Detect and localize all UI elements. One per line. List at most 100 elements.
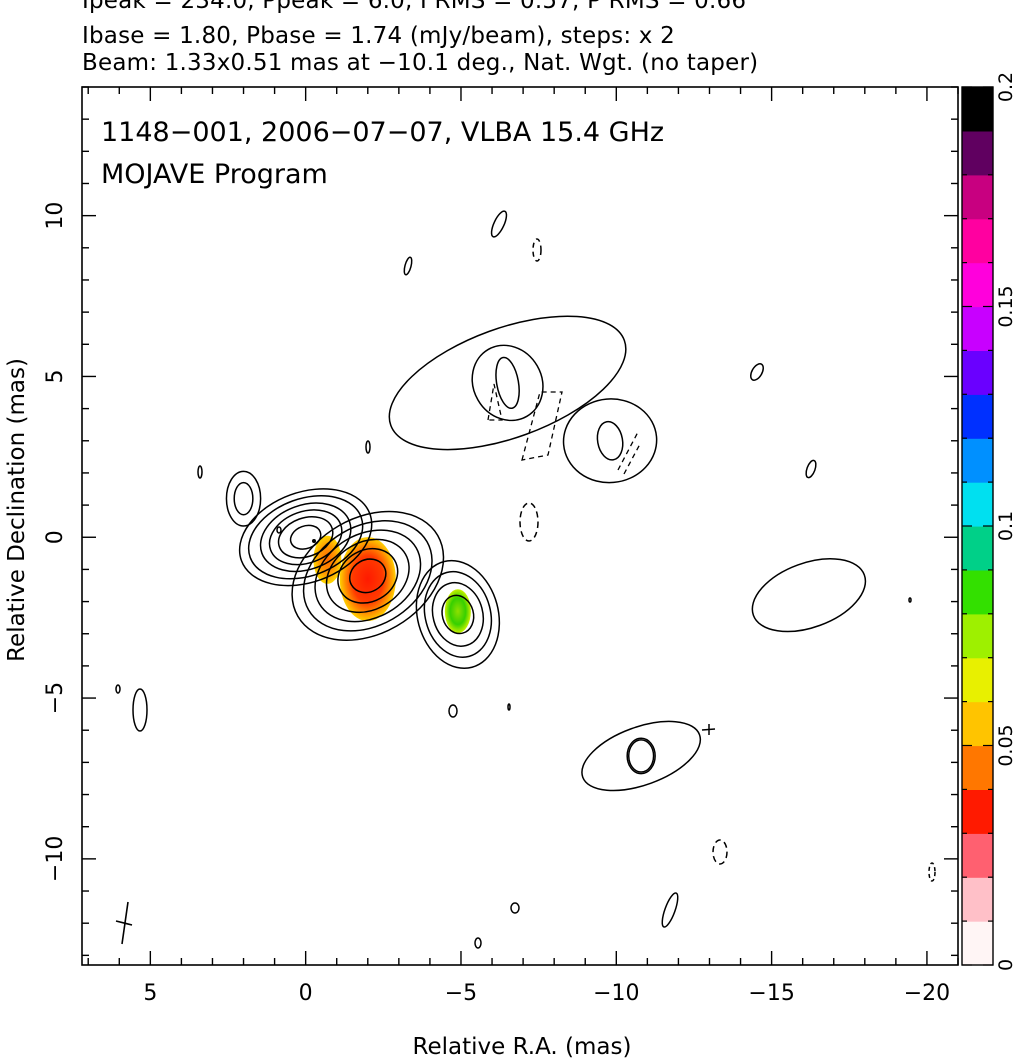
axis-ticks: [82, 86, 959, 965]
polarization-patch: [444, 589, 471, 634]
colorbar-tick-labels: 0 0.05 0.1 0.15 0.2: [995, 72, 1017, 971]
colorbar-tick-label: 0.2: [995, 72, 1017, 102]
contour-blob-southwest: [626, 737, 656, 775]
contour-knot-b: [431, 581, 485, 647]
minor-contour-dashed: [928, 862, 936, 882]
minor-contour: [403, 256, 413, 276]
contour-core: [259, 502, 352, 573]
colorbar-segment: [962, 262, 993, 308]
colorbar-segment: [962, 789, 993, 834]
y-tick-label: −10: [43, 836, 68, 882]
colorbar-segment: [962, 569, 993, 615]
beam-symbol: [115, 901, 133, 945]
colorbar-segment: [962, 438, 993, 483]
colorbar-segment: [962, 613, 993, 659]
minor-contour: [115, 684, 121, 694]
colorbar-tick-label: 0.05: [995, 724, 1017, 766]
colorbar-segment: [962, 921, 993, 966]
contour-blob-east: [233, 481, 254, 516]
minor-contour: [448, 704, 458, 718]
colorbar-segment: [962, 130, 993, 176]
y-tick-label: 10: [43, 202, 68, 230]
minor-contours: [115, 210, 936, 949]
evpa-mark: [521, 391, 563, 461]
evpa-mark: [487, 383, 503, 421]
contour-core: [277, 516, 334, 559]
contour-core: [247, 495, 364, 580]
contour-blob-east: [225, 470, 262, 527]
core-peak-marker: [312, 539, 316, 543]
minor-contour-dashed: [532, 238, 542, 262]
contour-blob-west: [751, 558, 867, 633]
colorbar-segment: [962, 350, 993, 395]
evpa-mark: [623, 443, 641, 475]
plot-title: 1148−001, 2006−07−07, VLBA 15.4 GHz: [101, 117, 664, 148]
contour-knot-b: [423, 570, 493, 658]
minor-contour: [750, 363, 764, 381]
x-tick-label: 0: [299, 981, 313, 1006]
colorbar-segment: [962, 701, 993, 747]
x-axis-label: Relative R.A. (mas): [413, 1034, 632, 1060]
minor-contour: [474, 937, 482, 949]
contour-blob-north: [388, 315, 627, 451]
evpa-mark: [617, 431, 639, 471]
x-tick-label: −20: [904, 981, 950, 1006]
y-tick-label: 0: [43, 530, 68, 544]
contour-knot-a: [349, 558, 387, 594]
contour-core: [289, 524, 322, 550]
colorbar-segment: [962, 657, 993, 703]
plot-frame: [81, 86, 959, 966]
x-tick-label: −5: [445, 981, 477, 1006]
header-stats-line-1: Ipeak = 234.0, Ppeak = 6.0, I RMS = 0.57…: [82, 0, 747, 14]
minor-contour: [510, 902, 520, 914]
plot-subtitle: MOJAVE Program: [101, 159, 328, 190]
minor-contour: [276, 526, 282, 534]
colorbar-segment: [962, 482, 993, 527]
minor-contour: [365, 440, 371, 454]
beam-minor-axis: [115, 920, 133, 926]
y-axis-label: Relative Declination (mas): [4, 358, 30, 662]
colorbar-segment: [962, 174, 993, 220]
contour-knot-a: [314, 529, 422, 623]
minor-contour: [661, 892, 679, 928]
minor-contour: [197, 465, 203, 479]
colorbar-tick-label: 0: [995, 959, 1017, 971]
x-tick-labels: 5 0 −5 −10 −15 −20: [143, 981, 950, 1006]
minor-contour: [805, 459, 817, 479]
colorbar-segment: [962, 745, 993, 790]
contour-blob-north: [471, 344, 544, 422]
contour-blob-ne: [596, 420, 624, 461]
colorbar-segment: [962, 526, 993, 571]
contour-blob-southwest: [627, 739, 655, 773]
minor-contour-dashed: [519, 502, 539, 542]
colorbar-segment: [962, 218, 993, 264]
contour-blob-southwest: [581, 720, 702, 792]
header-stats-line-2: Ibase = 1.80, Pbase = 1.74 (mJy/beam), s…: [82, 23, 675, 49]
minor-contour: [908, 597, 912, 603]
contour-knot-a: [337, 547, 399, 604]
contour-knot-b: [441, 594, 475, 635]
contour-blob-north: [495, 356, 520, 410]
colorbar-tick-label: 0.1: [995, 511, 1017, 541]
contour-blob-ne: [562, 398, 658, 484]
colorbar-ticks: [962, 86, 993, 966]
header-beam-line: Beam: 1.33x0.51 mas at −10.1 deg., Nat. …: [82, 50, 759, 76]
colorbar-segment: [962, 306, 993, 351]
contour-layer: [225, 315, 867, 792]
x-tick-label: 5: [143, 981, 157, 1006]
x-tick-label: −10: [593, 981, 639, 1006]
polarization-patch: [339, 537, 396, 622]
y-tick-label: −5: [43, 682, 68, 714]
contour-knot-a: [302, 520, 433, 632]
minor-contour: [507, 703, 511, 711]
x-tick-label: −15: [748, 981, 794, 1006]
minor-contour: [132, 688, 148, 732]
contour-knot-a: [291, 510, 445, 641]
minor-contour: [490, 210, 508, 238]
minor-contour-dashed: [712, 839, 728, 865]
colorbar-segment: [962, 87, 993, 132]
y-tick-labels: 10 5 0 −5 −10: [43, 202, 68, 882]
colorbar-tick-label: 0.15: [995, 285, 1017, 327]
colorbar-segment: [962, 394, 993, 439]
